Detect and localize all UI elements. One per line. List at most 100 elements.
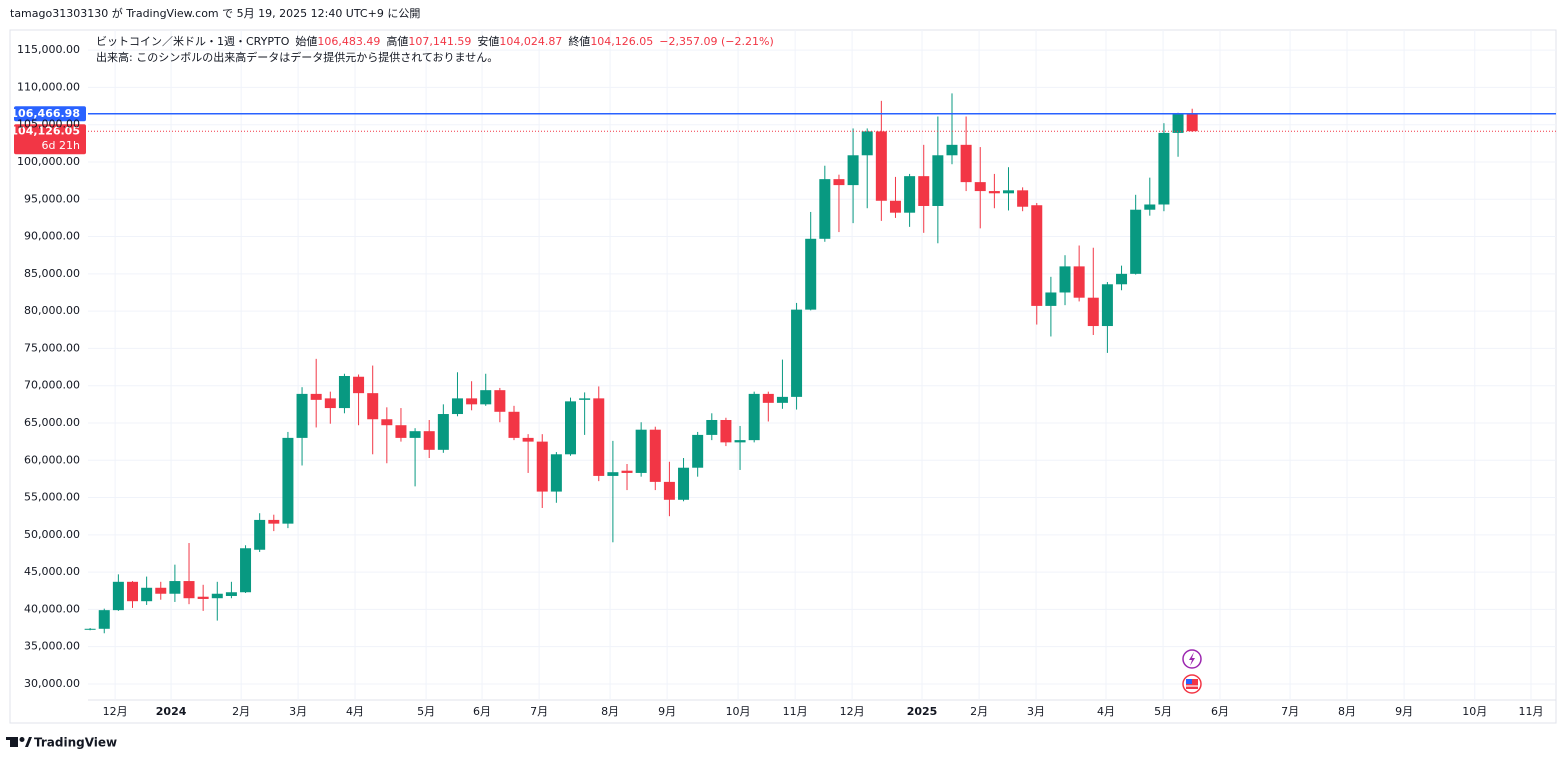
candle-body	[678, 467, 690, 500]
candle-body	[282, 437, 294, 524]
candle-body	[1101, 284, 1113, 327]
candle-body	[324, 398, 336, 409]
candle-body	[1087, 297, 1099, 327]
candle-body	[437, 414, 449, 450]
y-tick-label: 115,000.00	[17, 43, 80, 56]
candle-body	[1172, 113, 1184, 133]
y-tick-label: 90,000.00	[24, 230, 80, 243]
y-tick-label: 60,000.00	[24, 453, 80, 466]
candle-body	[451, 398, 463, 415]
candle-body	[1059, 266, 1071, 293]
candles	[84, 93, 1198, 634]
candle-body	[805, 238, 817, 310]
candle-body	[904, 176, 916, 213]
candle-body	[649, 429, 661, 482]
price-label: 106,466.98	[10, 107, 80, 120]
x-tick-label: 2月	[232, 705, 250, 718]
x-tick-label: 11月	[1518, 705, 1543, 718]
x-tick-label: 11月	[783, 705, 808, 718]
x-tick-label: 3月	[1027, 705, 1045, 718]
candle-body	[169, 581, 181, 594]
candle-body	[1144, 204, 1156, 210]
candle-body	[155, 587, 167, 594]
candle-body	[621, 470, 633, 473]
candle-body	[480, 390, 492, 405]
legend: ビットコイン／米ドル・1週・CRYPTO 始値106,483.49 高値107,14…	[96, 34, 774, 66]
legend-field-label: 安値	[477, 35, 500, 48]
candle-body	[494, 390, 506, 412]
logo-shape	[6, 737, 18, 740]
y-tick-label: 105,000.00	[17, 118, 80, 131]
legend-field-value: 107,141.59	[408, 35, 472, 48]
y-tick-label: 85,000.00	[24, 267, 80, 280]
x-tick-label: 9月	[658, 705, 676, 718]
candle-body	[791, 309, 803, 397]
candle-body	[211, 593, 223, 599]
price-label: 104,126.05	[10, 125, 80, 138]
volume-note: 出来高: このシンボルの出来高データはデータ提供元から提供されておりません。	[96, 51, 499, 64]
candle-body	[98, 610, 110, 629]
event-icon	[1189, 652, 1195, 666]
y-tick-label: 110,000.00	[17, 80, 80, 93]
logo-shape	[19, 737, 25, 742]
x-tick-label: 12月	[103, 705, 128, 718]
x-tick-label: 9月	[1395, 705, 1413, 718]
legend-field-label: 始値	[295, 35, 318, 48]
legend-field-label: 終値	[568, 35, 591, 48]
candle-body	[409, 431, 421, 438]
y-tick-label: 95,000.00	[24, 192, 80, 205]
legend-symbol: ビットコイン／米ドル・1週・CRYPTO	[96, 35, 290, 48]
candle-body	[367, 393, 379, 420]
grid	[88, 30, 1556, 700]
candle-body	[423, 431, 435, 450]
x-tick-label: 5月	[417, 705, 435, 718]
logo-shape	[25, 737, 32, 747]
price-label-box	[14, 124, 86, 155]
y-tick-label: 55,000.00	[24, 491, 80, 504]
y-tick-label: 40,000.00	[24, 602, 80, 615]
candle-body	[748, 393, 760, 441]
candle-body	[296, 393, 308, 438]
candle-body	[692, 434, 704, 468]
candle-body	[268, 519, 280, 524]
candle-body	[663, 481, 675, 500]
x-tick-label: 2025	[907, 705, 938, 718]
candle-body	[988, 191, 1000, 194]
candle-body	[84, 628, 96, 630]
footer-brand: TradingView	[34, 736, 117, 750]
candle-body	[1073, 266, 1085, 298]
candle-body	[141, 587, 153, 602]
candle-body	[635, 429, 647, 473]
y-tick-label: 75,000.00	[24, 341, 80, 354]
candle-body	[338, 375, 350, 409]
x-tick-label: 3月	[289, 705, 307, 718]
legend-field-value: 106,483.49	[317, 35, 381, 48]
candle-body	[508, 411, 520, 438]
candle-body	[762, 393, 774, 403]
x-tick-label: 12月	[840, 705, 865, 718]
x-tick-label: 10月	[726, 705, 751, 718]
x-tick-label: 5月	[1154, 705, 1172, 718]
candle-body	[112, 581, 124, 611]
x-tick-label: 6月	[473, 705, 491, 718]
x-tick-label: 7月	[530, 705, 548, 718]
x-tick-label: 2月	[970, 705, 988, 718]
candle-body	[593, 398, 605, 476]
candle-body	[1003, 190, 1015, 194]
candle-body	[197, 596, 209, 599]
x-tick-label: 8月	[601, 705, 619, 718]
candle-body	[550, 454, 562, 492]
legend-field-value: 104,024.87	[499, 35, 563, 48]
candle-body	[1017, 190, 1029, 207]
y-tick-label: 65,000.00	[24, 416, 80, 429]
y-tick-label: 70,000.00	[24, 379, 80, 392]
x-tick-label: 4月	[346, 705, 364, 718]
axis-labels: 30,000.00 35,000.00 40,000.00 45,000.00 50,0…	[17, 43, 1543, 718]
legend-field-value: 104,126.05	[590, 35, 654, 48]
candle-body	[225, 592, 237, 596]
x-tick-label: 6月	[1211, 705, 1229, 718]
candle-body	[960, 144, 972, 183]
pane-frame	[9, 29, 1557, 724]
candle-body	[861, 131, 873, 156]
